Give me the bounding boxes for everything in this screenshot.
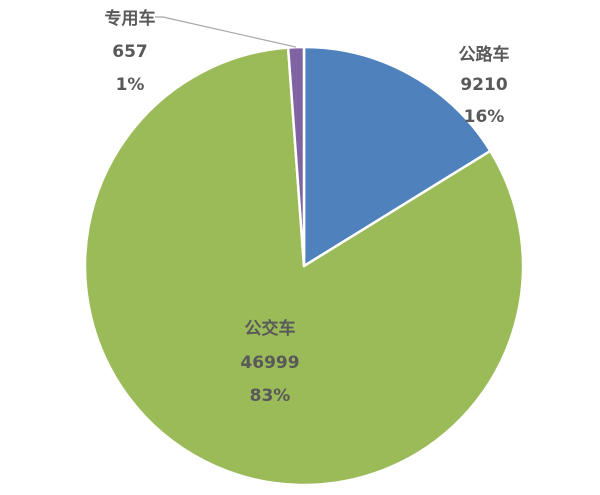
pie-slices	[83, 45, 525, 487]
slice-2-value: 657	[112, 42, 148, 62]
leader-lines	[155, 16, 297, 48]
slice-0-value: 9210	[460, 75, 507, 95]
pie-slice-0	[302, 45, 492, 268]
slice-0-name: 公路车	[459, 44, 510, 65]
leader-line-slice-2	[155, 16, 297, 48]
data-label-slice-1: 公交车 46999 83%	[240, 318, 299, 406]
slice-2-percent: 1%	[116, 75, 145, 95]
slice-2-name: 专用车	[105, 8, 156, 29]
data-label-slice-0: 公路车 9210 16%	[459, 44, 510, 127]
data-label-slice-2: 专用车 657 1%	[105, 8, 156, 95]
slice-1-value: 46999	[240, 353, 299, 373]
slice-1-percent: 83%	[250, 386, 291, 406]
slice-0-percent: 16%	[464, 107, 505, 127]
slice-1-name: 公交车	[245, 318, 296, 339]
